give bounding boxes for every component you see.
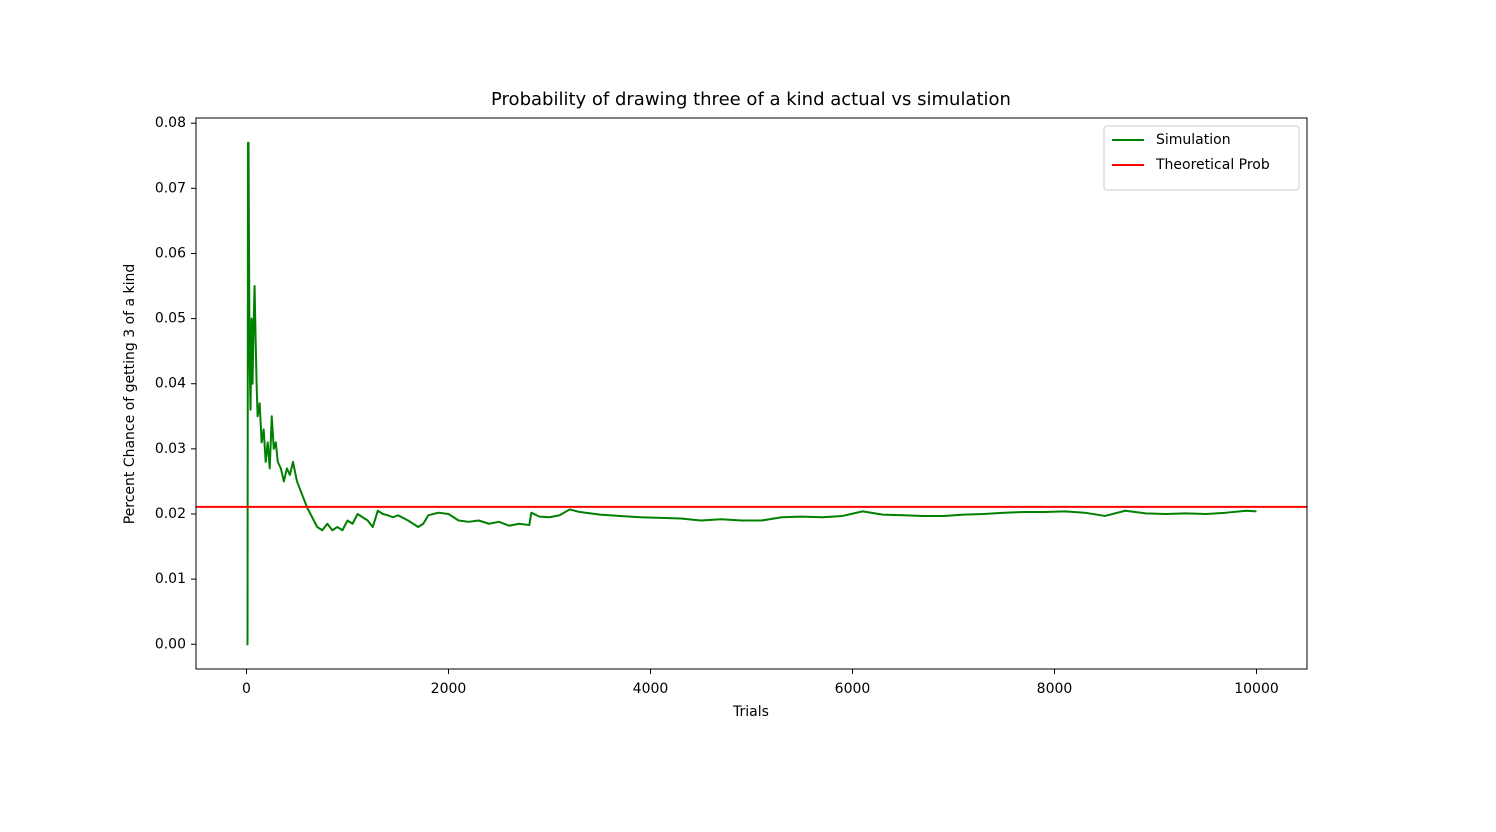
x-tick-label: 2000: [431, 681, 467, 697]
chart-title: Probability of drawing three of a kind a…: [491, 89, 1011, 110]
y-axis-label: Percent Chance of getting 3 of a kind: [122, 264, 138, 525]
x-axis-label: Trials: [732, 704, 769, 720]
y-tick-label: 0.05: [155, 311, 186, 327]
y-tick-label: 0.03: [155, 441, 186, 457]
y-tick-label: 0.04: [155, 376, 186, 392]
y-tick-label: 0.02: [155, 506, 186, 522]
x-tick-label: 6000: [835, 681, 871, 697]
x-tick-label: 0: [242, 681, 251, 697]
y-tick-label: 0.01: [155, 571, 186, 587]
x-tick-label: 8000: [1037, 681, 1073, 697]
x-tick-label: 4000: [633, 681, 669, 697]
y-tick-label: 0.08: [155, 115, 186, 131]
legend-label: Simulation: [1156, 132, 1231, 148]
series-line: [246, 141, 1257, 646]
x-tick-label: 10000: [1234, 681, 1279, 697]
y-tick-label: 0.06: [155, 245, 186, 261]
y-tick-label: 0.07: [155, 180, 186, 196]
y-tick-label: 0.00: [155, 636, 186, 652]
legend-label: Theoretical Prob: [1155, 157, 1270, 173]
plot-frame: [195, 117, 1308, 670]
legend-box: [1103, 125, 1300, 191]
